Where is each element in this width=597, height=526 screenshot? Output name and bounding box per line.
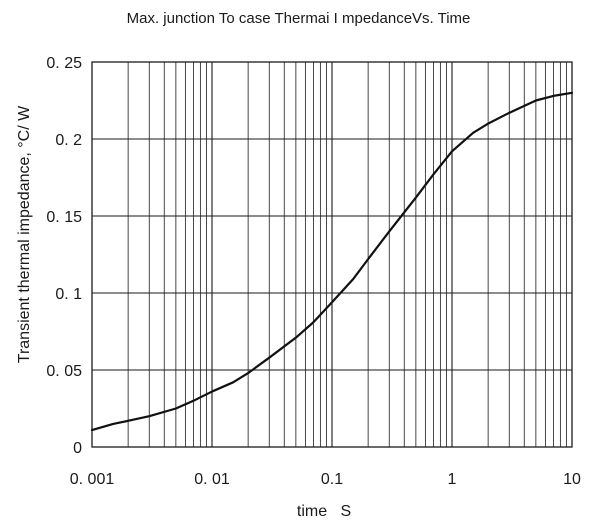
x-axis-label: time S — [297, 503, 351, 520]
x-tick-label: 10 — [563, 471, 581, 488]
y-axis-label: Transient thermal impedance, °C/ W — [16, 105, 33, 363]
series-line-0 — [90, 91, 574, 432]
y-tick-label: 0. 1 — [55, 286, 82, 303]
tick-layer: 0. 001 0. 01 0.1 1 10 0 0. 05 0. 1 0. 15 0. 2 0. 2… — [46, 55, 581, 488]
y-tick-label: 0. 15 — [46, 209, 82, 226]
y-tick-label: 0. 05 — [46, 363, 82, 380]
plot-frame — [91, 61, 573, 448]
x-tick-label: 0. 01 — [194, 471, 230, 488]
x-tick-label: 0.1 — [321, 471, 343, 488]
y-tick-label: 0. 2 — [55, 132, 82, 149]
x-tick-label: 1 — [448, 471, 457, 488]
x-tick-label: 0. 001 — [70, 471, 115, 488]
grid-layer — [92, 62, 572, 447]
y-tick-label: 0 — [73, 440, 82, 457]
series-layer — [90, 91, 574, 432]
y-tick-label: 0. 25 — [46, 55, 82, 72]
chart-title: Max. junction To case Thermai I mpedance… — [126, 10, 471, 27]
